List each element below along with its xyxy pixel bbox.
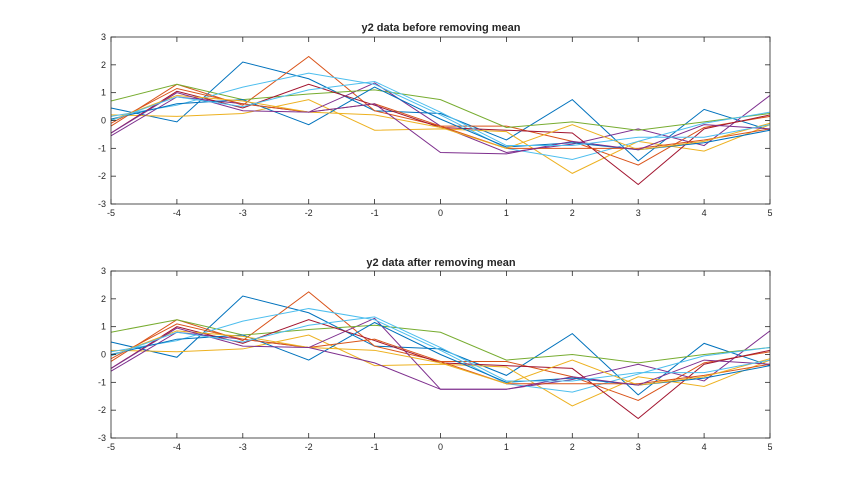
bottom-y-tick-label: -1 xyxy=(98,377,106,387)
top-series-line-12 xyxy=(110,81,771,147)
bottom-series-line-3 xyxy=(110,334,771,407)
bottom-series-line-6 xyxy=(110,308,771,393)
top-x-tick-label: 3 xyxy=(636,208,641,218)
top-y-tick-label: 2 xyxy=(101,60,106,70)
top-x-tick-label: -1 xyxy=(371,208,379,218)
top-x-tick-label: 4 xyxy=(702,208,707,218)
top-x-tick-label: -3 xyxy=(239,208,247,218)
top-series-line-1 xyxy=(110,61,771,162)
bottom-x-tick-label: 2 xyxy=(570,442,575,452)
bottom-x-tick-label: 5 xyxy=(767,442,772,452)
bottom-y-tick-label: 2 xyxy=(101,294,106,304)
bottom-x-tick-label: 1 xyxy=(504,442,509,452)
bottom-x-tick-label: -4 xyxy=(173,442,181,452)
top-series-line-5 xyxy=(110,83,771,131)
top-y-tick-label: 0 xyxy=(101,116,106,126)
top-x-tick-label: -4 xyxy=(173,208,181,218)
top-series-line-6 xyxy=(110,72,771,160)
top-x-tick-label: 1 xyxy=(504,208,509,218)
top-y-tick-label: 1 xyxy=(101,88,106,98)
top-series-line-11 xyxy=(110,92,771,155)
bottom-y-tick-label: 3 xyxy=(101,266,106,276)
bottom-x-tick-label: -3 xyxy=(239,442,247,452)
top-y-tick-label: -1 xyxy=(98,143,106,153)
top-x-tick-label: 2 xyxy=(570,208,575,218)
bottom-x-tick-label: -2 xyxy=(305,442,313,452)
top-x-tick-label: -5 xyxy=(107,208,115,218)
top-series-line-10 xyxy=(110,94,771,151)
top-x-tick-label: 5 xyxy=(767,208,772,218)
bottom-series-line-5 xyxy=(110,319,771,364)
subplot-top: y2 data before removing mean -5 -4 -3 -2 -1 0… xyxy=(98,22,773,218)
bottom-series-line-10 xyxy=(110,330,771,386)
bottom-y-tick-label: 0 xyxy=(101,350,106,360)
top-y-tick-label: -2 xyxy=(98,171,106,181)
bottom-y-tick-label: -2 xyxy=(98,405,106,415)
bottom-series-line-1 xyxy=(110,295,771,396)
subplot-top-title: y2 data before removing mean xyxy=(362,22,521,34)
bottom-series-line-12 xyxy=(110,316,771,382)
bottom-x-tick-label: 0 xyxy=(438,442,443,452)
top-y-tick-label: -3 xyxy=(98,199,106,209)
top-x-tick-label: 0 xyxy=(438,208,443,218)
top-x-tick-label: -2 xyxy=(305,208,313,218)
subplot-bottom-title: y2 data after removing mean xyxy=(366,257,515,269)
subplot-bottom: y2 data after removing mean -5 -4 -3 -2 -1 0 1… xyxy=(98,257,773,452)
bottom-x-tick-label: 3 xyxy=(636,442,641,452)
bottom-series-line-11 xyxy=(110,327,771,390)
bottom-x-tick-label: -1 xyxy=(371,442,379,452)
top-plot-area xyxy=(111,37,770,204)
bottom-y-tick-label: -3 xyxy=(98,433,106,443)
top-series-line-3 xyxy=(110,99,771,174)
top-y-tick-label: 3 xyxy=(101,32,106,42)
bottom-x-tick-label: 4 xyxy=(702,442,707,452)
bottom-y-tick-label: 1 xyxy=(101,322,106,332)
bottom-x-tick-label: -5 xyxy=(107,442,115,452)
